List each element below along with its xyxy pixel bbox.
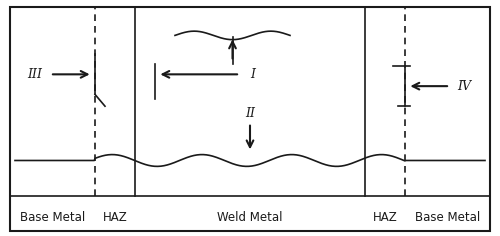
FancyBboxPatch shape	[10, 7, 490, 231]
Text: HAZ: HAZ	[102, 211, 128, 224]
Text: IV: IV	[458, 80, 471, 93]
Text: Base Metal: Base Metal	[415, 211, 480, 224]
Text: II: II	[245, 107, 255, 120]
Text: Base Metal: Base Metal	[20, 211, 85, 224]
Text: Weld Metal: Weld Metal	[217, 211, 283, 224]
Text: III: III	[28, 68, 42, 81]
Text: I: I	[250, 68, 255, 81]
Text: HAZ: HAZ	[372, 211, 398, 224]
